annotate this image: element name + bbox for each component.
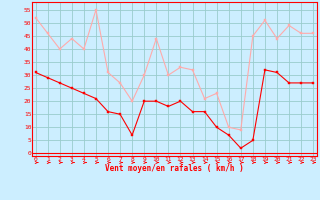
X-axis label: Vent moyen/en rafales ( km/h ): Vent moyen/en rafales ( km/h ) (105, 164, 244, 173)
